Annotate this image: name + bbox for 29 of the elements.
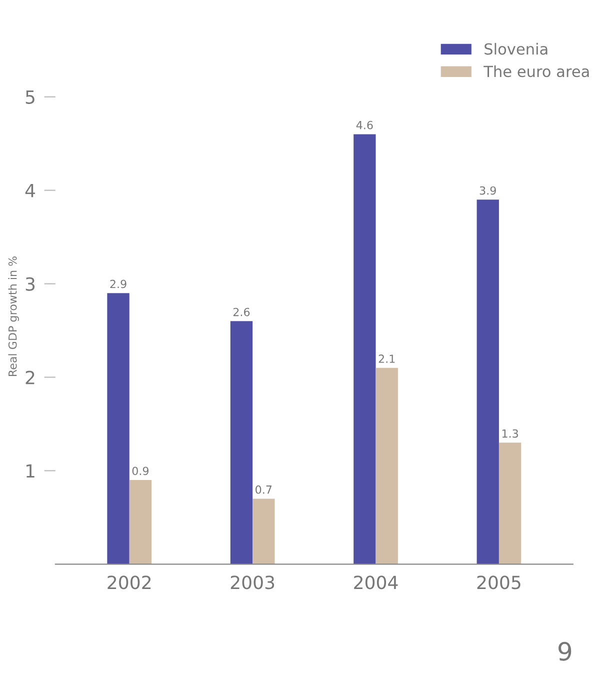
y-tick-label: 3 (26, 277, 35, 291)
data-label: 4.6 (356, 120, 373, 130)
y-tick-label: 2 (26, 370, 34, 384)
data-label: 2.9 (110, 280, 126, 288)
bar (129, 480, 152, 564)
x-tick-label: 2003 (230, 576, 274, 590)
bar (498, 442, 522, 564)
y-axis-title: Real GDP growth in % (8, 256, 19, 376)
bar (252, 498, 275, 564)
legend-label: The euro area (484, 65, 589, 78)
y-tick-label: 5 (26, 90, 34, 104)
legend-label: Slovenia (484, 42, 548, 55)
bar (107, 293, 130, 564)
bar (230, 321, 253, 564)
data-label: 0.7 (256, 485, 272, 494)
y-tick-label: 4 (25, 184, 35, 198)
text: 9 (558, 642, 572, 661)
x-tick-label: 2002 (108, 576, 151, 590)
data-label: 3.9 (480, 186, 496, 195)
bar (476, 200, 499, 564)
data-label: 0.9 (132, 466, 148, 476)
bar (376, 368, 398, 564)
data-label: 1.3 (502, 429, 518, 438)
x-tick-label: 2004 (354, 576, 398, 590)
data-label: 2.6 (233, 308, 250, 316)
data-label: 2.1 (378, 354, 395, 363)
bar (354, 134, 376, 564)
x-tick-label: 2005 (477, 576, 520, 590)
y-tick-label: 1 (26, 464, 34, 478)
